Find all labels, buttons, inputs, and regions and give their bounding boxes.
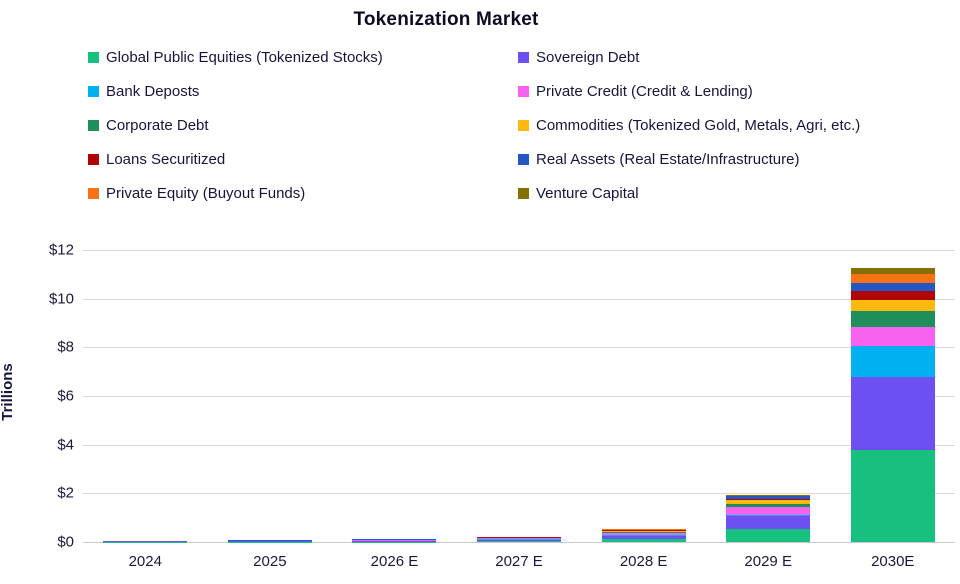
legend-label: Real Assets (Real Estate/Infrastructure) [536,151,800,168]
bar-column [830,250,955,542]
stacked-bar [850,268,935,542]
y-tick-label: $10 [48,290,74,308]
legend-item: Bank Deposts [88,81,518,102]
x-tick-label: 2028 E [619,553,668,570]
bar-column [208,250,333,542]
legend-label: Corporate Debt [106,117,209,134]
bar-segment [726,528,811,542]
bar-column [83,250,208,542]
bar-segment [352,540,437,542]
gridline [83,250,955,251]
x-tick-label: 2029 E [744,553,792,570]
bar-segment [726,515,811,516]
x-tick-label: 2030E [871,553,915,570]
x-tick-label: 2024 [128,553,162,570]
legend-swatch-icon [88,154,99,165]
bar-segment [850,299,935,311]
bar-segment [477,541,562,542]
x-tick-label: 2025 [253,553,287,570]
y-tick-label: $2 [57,484,74,502]
bar-segment [601,539,686,542]
legend-swatch-icon [518,120,529,131]
legend-swatch-icon [518,154,529,165]
chart-title: Tokenization Market [353,9,539,30]
plot-area [83,250,955,543]
gridline [83,493,955,495]
legend-label: Private Equity (Buyout Funds) [106,185,306,202]
bar-segment [850,291,935,300]
y-tick-label: $4 [57,436,74,454]
bar-segment [850,282,935,292]
legend-label: Sovereign Debt [536,49,640,66]
legend-swatch-icon [88,188,99,199]
bar-segment [850,274,935,283]
stacked-bar [227,540,312,542]
bars-row [83,250,955,542]
gridline [83,396,955,397]
x-tick-label: 2026 E [370,553,419,570]
y-axis: $0 $2 $4 $6 $8 $10 $12 [0,0,76,584]
bar-segment [477,538,562,540]
stacked-bar [477,536,562,542]
bar-segment [726,496,811,500]
legend-item: Sovereign Debt [518,47,948,68]
bar-segment [850,326,935,347]
bar-column [457,250,582,542]
legend-swatch-icon [518,188,529,199]
bar-segment [601,534,686,536]
legend-label: Bank Deposts [106,83,200,100]
bar-segment [850,346,935,377]
y-tick-label: $0 [57,533,74,551]
bar-segment [850,310,935,327]
bar-segment [726,515,811,529]
bar-segment [477,539,562,542]
stacked-bar [352,539,437,542]
bar-column [332,250,457,542]
bar-segment [601,530,686,532]
stacked-bar [103,540,188,542]
legend-item: Real Assets (Real Estate/Infrastructure) [518,149,948,170]
gridline [83,444,955,446]
y-tick-label: $6 [57,387,74,405]
y-tick-label: $8 [57,338,74,356]
legend-label: Commodities (Tokenized Gold, Metals, Agr… [536,117,861,134]
legend-item: Private Equity (Buyout Funds) [88,183,518,204]
legend-label: Private Credit (Credit & Lending) [536,83,753,100]
x-tick-label: 2027 E [495,553,543,570]
gridline [83,542,955,543]
legend-label: Loans Securitized [106,151,226,168]
bar-segment [601,535,686,540]
bar-column [706,250,831,542]
stacked-bar [726,495,811,542]
bar-segment [850,376,935,450]
legend-swatch-icon [518,52,529,63]
legend-item: Venture Capital [518,183,948,204]
legend-item: Corporate Debt [88,115,518,136]
gridline [83,298,955,300]
legend-item: Commodities (Tokenized Gold, Metals, Agr… [518,115,948,136]
legend: Global Public Equities (Tokenized Stocks… [88,47,948,204]
legend-item: Loans Securitized [88,149,518,170]
gridline [83,347,955,349]
bar-column [581,250,706,542]
legend-swatch-icon [518,86,529,97]
bar-segment [726,499,811,504]
x-axis: 2024 2025 2026 E 2027 E 2028 E 2029 E 2030E [83,553,955,570]
legend-label: Global Public Equities (Tokenized Stocks… [106,49,383,66]
legend-item: Private Credit (Credit & Lending) [518,81,948,102]
bar-segment [850,268,935,275]
bar-segment [601,531,686,533]
legend-swatch-icon [88,120,99,131]
legend-label: Venture Capital [536,185,639,202]
stacked-bar [601,529,686,542]
bar-segment [850,449,935,542]
bar-segment [601,532,686,535]
y-tick-label: $12 [48,241,74,259]
legend-item: Global Public Equities (Tokenized Stocks… [88,47,518,68]
legend-swatch-icon [88,86,99,97]
legend-swatch-icon [88,52,99,63]
bar-segment [726,506,811,516]
bar-segment [726,503,811,507]
